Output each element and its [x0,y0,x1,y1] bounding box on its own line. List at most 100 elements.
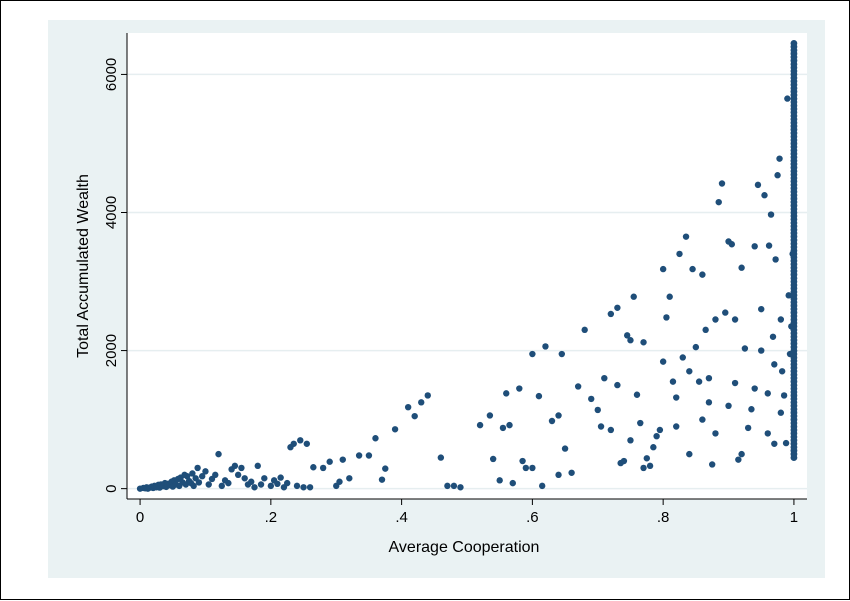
data-point-105 [558,350,566,358]
data-point-160 [761,192,768,199]
data-point-54 [257,481,265,488]
data-point-40 [212,471,219,479]
data-point-129 [659,265,667,273]
data-point-167 [774,172,781,179]
data-point-136 [682,233,690,240]
data-point-65 [297,437,304,444]
data-point-145 [712,316,719,323]
data-point-107 [568,469,575,476]
data-point-119 [627,337,634,344]
data-point-46 [231,462,239,470]
data-point-34 [194,464,201,472]
y-tick-label-3: 6000 [103,58,120,91]
data-point-68 [306,484,314,491]
data-point-168 [776,155,783,162]
data-point-80 [382,465,389,472]
data-point-144 [708,461,716,468]
data-point-118 [623,332,631,339]
data-point-61 [283,479,291,487]
data-point-128 [656,426,664,434]
data-point-134 [676,250,683,258]
data-point-139 [692,343,700,351]
data-point-180 [499,424,507,432]
data-point-113 [601,374,608,382]
grid-lines [127,73,807,490]
data-point-174 [785,292,792,299]
data-point-71 [326,458,333,465]
data-point-182 [607,426,615,434]
data-point-73 [336,478,343,485]
data-point-152 [735,456,742,463]
y-axis-label: Total Accumulated Wealth [75,174,92,358]
data-point-59 [277,474,284,481]
data-point-158 [754,181,762,189]
data-point-195 [673,423,680,430]
data-point-37 [202,468,209,475]
data-point-44 [225,479,232,487]
data-point-75 [346,475,353,482]
data-point-100 [535,392,543,400]
data-point-187 [712,430,719,437]
data-point-47 [234,471,242,479]
data-point-147 [718,180,726,187]
data-point-320 [790,39,798,47]
data-point-69 [310,464,317,471]
data-point-86 [437,454,445,461]
data-point-124 [643,455,651,462]
data-point-84 [418,399,425,406]
data-point-161 [764,390,771,397]
data-point-90 [476,421,484,429]
y-tick-label-2: 4000 [103,196,120,229]
data-point-36 [198,473,206,480]
data-point-110 [588,395,595,403]
data-point-55 [261,475,268,482]
data-point-143 [705,399,713,406]
data-point-52 [251,484,258,491]
data-point-91 [486,412,494,419]
data-point-38 [205,481,212,488]
data-point-141 [699,271,706,278]
data-point-115 [614,304,621,311]
data-point-198 [758,305,765,313]
data-point-188 [725,402,732,409]
data-point-123 [640,464,647,472]
data-point-114 [607,310,615,318]
data-point-109 [581,326,588,334]
data-point-150 [728,241,736,248]
data-point-79 [378,476,386,483]
data-point-154 [741,345,749,352]
data-point-164 [769,333,777,340]
data-point-66 [300,484,307,491]
data-point-189 [738,450,745,458]
data-point-82 [404,403,412,411]
y-tick-label-0: 0 [103,484,120,492]
x-tick-label-5: 1 [790,509,798,526]
data-point-32 [190,482,197,490]
data-point-169 [777,316,785,323]
data-point-95 [506,421,513,429]
data-point-99 [529,350,536,358]
data-point-104 [555,471,562,479]
data-point-193 [627,437,634,444]
data-point-102 [542,343,549,350]
data-point-156 [748,406,755,413]
data-point-172 [782,439,790,447]
x-axis-label: Average Cooperation [389,539,540,556]
data-point-135 [679,354,686,361]
data-point-130 [663,314,670,321]
data-point-192 [777,409,785,416]
data-point-199 [771,361,778,368]
data-point-179 [519,457,526,465]
data-point-137 [686,368,693,375]
data-point-81 [391,426,399,433]
data-point-53 [254,462,261,470]
data-point-197 [731,316,739,323]
data-point-112 [597,423,605,430]
y-tick-label-1: 2000 [103,334,120,367]
x-tick-label-2: .4 [395,509,408,526]
x-tick-label-0: 0 [136,509,144,526]
data-point-173 [784,95,791,102]
data-point-185 [686,450,693,458]
